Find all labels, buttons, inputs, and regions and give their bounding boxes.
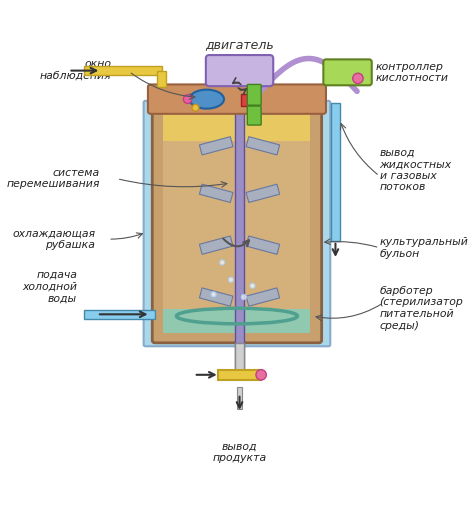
Polygon shape [246, 137, 280, 155]
Polygon shape [200, 288, 233, 306]
Circle shape [211, 292, 216, 297]
Bar [331, 103, 340, 241]
FancyBboxPatch shape [144, 101, 330, 346]
Circle shape [219, 260, 225, 265]
Bar [164, 114, 310, 141]
Circle shape [353, 73, 363, 83]
Polygon shape [200, 236, 233, 254]
Text: контроллер
кислотности: контроллер кислотности [376, 62, 449, 83]
Text: двигатель: двигатель [205, 39, 274, 52]
Bar [237, 387, 242, 409]
Text: барботер
(стерилизатор
питательной
среды): барботер (стерилизатор питательной среды… [380, 286, 463, 330]
Circle shape [250, 283, 255, 289]
Polygon shape [200, 137, 233, 155]
Circle shape [256, 370, 266, 380]
Ellipse shape [190, 90, 224, 109]
FancyBboxPatch shape [152, 104, 322, 343]
Text: pH: pH [336, 65, 359, 80]
Bar [235, 343, 244, 370]
Text: подача
холодной
воды: подача холодной воды [22, 270, 77, 303]
Bar [235, 74, 244, 375]
Text: окно
наблюдения: окно наблюдения [40, 59, 112, 80]
Bar [157, 70, 166, 87]
Polygon shape [200, 184, 233, 203]
Bar [164, 307, 310, 333]
Circle shape [228, 277, 234, 282]
Bar [84, 66, 162, 75]
Text: культуральный
бульон: культуральный бульон [380, 237, 468, 258]
Text: вывод
продукта: вывод продукта [212, 441, 266, 463]
Polygon shape [246, 236, 280, 254]
FancyBboxPatch shape [247, 84, 261, 105]
Bar [241, 94, 252, 106]
FancyBboxPatch shape [323, 60, 372, 85]
Text: система
перемешивания: система перемешивания [6, 168, 100, 190]
Polygon shape [246, 184, 280, 203]
Bar [164, 140, 310, 309]
Text: вывод
жидкостных
и газовых
потоков: вывод жидкостных и газовых потоков [380, 148, 452, 192]
FancyBboxPatch shape [247, 106, 261, 125]
FancyBboxPatch shape [148, 84, 326, 114]
Circle shape [183, 95, 192, 104]
Polygon shape [246, 288, 280, 306]
Circle shape [192, 104, 199, 111]
Circle shape [241, 294, 246, 299]
FancyBboxPatch shape [206, 55, 273, 86]
Text: охлаждающая
рубашка: охлаждающая рубашка [12, 228, 95, 250]
Bar [218, 370, 261, 380]
Bar [84, 310, 155, 319]
